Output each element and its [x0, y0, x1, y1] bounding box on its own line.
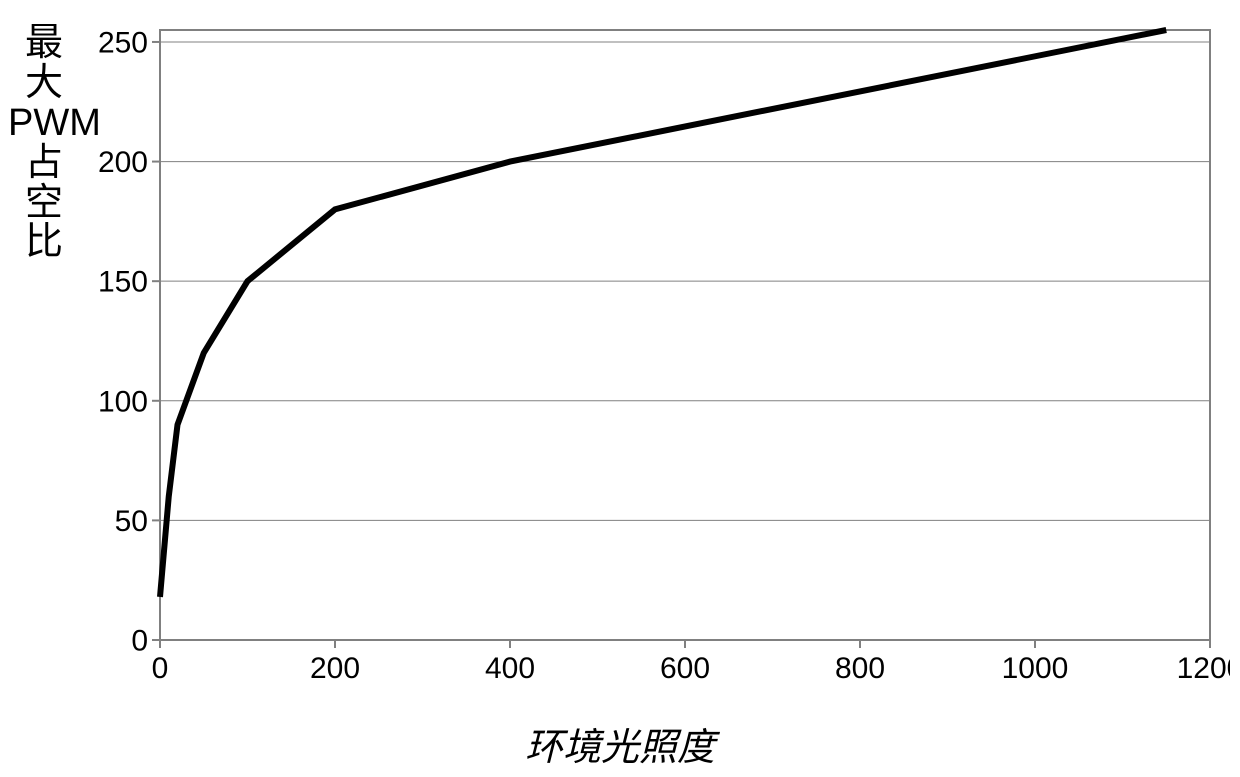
ytick-label: 200: [98, 146, 148, 179]
xtick-label: 800: [835, 652, 885, 685]
ylabel-char: 占: [25, 142, 63, 184]
xtick-label: 400: [485, 652, 535, 685]
data-line: [160, 30, 1166, 597]
ytick-label: 0: [131, 625, 148, 658]
ylabel-char: 比: [25, 221, 63, 263]
ytick-label: 150: [98, 266, 148, 299]
ytick-label: 100: [98, 385, 148, 418]
xtick-label: 1200: [1177, 652, 1230, 685]
ylabel-char: 大: [25, 62, 63, 104]
xtick-label: 600: [660, 652, 710, 685]
ylabel-char: 最: [25, 22, 63, 64]
x-axis-label: 环境光照度: [0, 716, 1240, 771]
xtick-label: 1000: [1002, 652, 1069, 685]
chart-svg: 0 200 400 600 800 1000 1200 0 50 100 150 200 250: [90, 10, 1230, 710]
xtick-label: 0: [152, 652, 169, 685]
y-axis-label: 最 大 PWM 占 空 比: [8, 24, 80, 263]
ytick-label: 50: [115, 505, 148, 538]
chart-container: 最 大 PWM 占 空 比 0 200 400 600 800 1000 1200 0 50 10…: [0, 0, 1240, 777]
plot-border: [160, 30, 1210, 640]
xtick-label: 200: [310, 652, 360, 685]
ylabel-char: 空: [25, 182, 63, 224]
ylabel-char: PWM: [8, 102, 101, 144]
ytick-label: 250: [98, 26, 148, 59]
